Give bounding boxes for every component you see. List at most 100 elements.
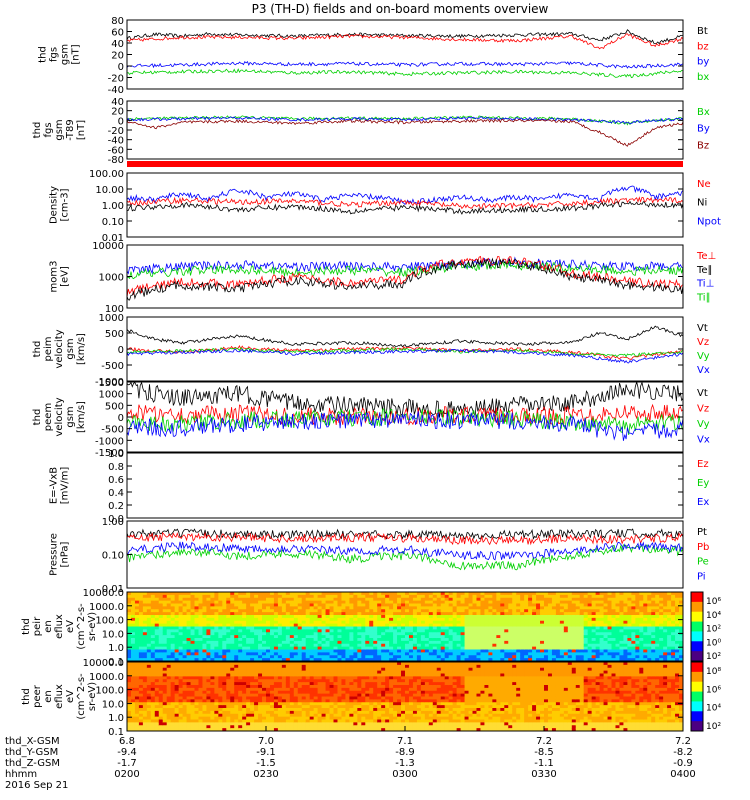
- heatmap-cell: [226, 609, 231, 613]
- heatmap-cell: [210, 728, 215, 732]
- heatmap-cell: [536, 615, 541, 619]
- heatmap-cell: [643, 640, 648, 645]
- heatmap-cell: [365, 649, 370, 653]
- heatmap-cell: [305, 710, 311, 715]
- heatmap-cell: [266, 594, 271, 599]
- heatmap-cell: [595, 658, 601, 662]
- heatmap-cell: [246, 673, 251, 677]
- heatmap-cell: [389, 643, 394, 648]
- heatmap-cell: [127, 664, 132, 669]
- heatmap-cell: [528, 632, 533, 636]
- heatmap-cell: [305, 640, 311, 645]
- heatmap-cell: [424, 606, 430, 610]
- heatmap-cell: [258, 708, 263, 712]
- heatmap-cell: [127, 667, 132, 672]
- colorbar-tick-label: 10²: [706, 652, 721, 662]
- heatmap-cell: [373, 652, 378, 656]
- heatmap-cell: [142, 626, 148, 630]
- heatmap-cell: [301, 673, 307, 677]
- heatmap-cell: [210, 719, 215, 723]
- heatmap-cell: [337, 597, 342, 602]
- heatmap-cell: [297, 594, 303, 599]
- heatmap-cell: [321, 670, 327, 674]
- heatmap-cell: [178, 716, 184, 720]
- heatmap-cell: [170, 699, 176, 703]
- heatmap-cell: [202, 676, 207, 680]
- heatmap-cell: [341, 693, 346, 697]
- heatmap-cell: [591, 594, 597, 599]
- heatmap-cell: [329, 638, 335, 642]
- heatmap-cell: [178, 708, 184, 712]
- heatmap-cell: [246, 682, 251, 686]
- heatmap-cell: [536, 658, 541, 662]
- heatmap-cell: [512, 652, 517, 656]
- heatmap-cell: [182, 603, 188, 607]
- heatmap-cell: [277, 667, 283, 672]
- heatmap-cell: [488, 652, 493, 656]
- heatmap-cell: [432, 609, 438, 613]
- heatmap-cell: [405, 629, 410, 633]
- heatmap-cell: [460, 623, 466, 627]
- heatmap-cell: [607, 652, 613, 656]
- heatmap-cell: [369, 626, 374, 630]
- heatmap-cell: [567, 646, 573, 650]
- heatmap-cell: [321, 664, 327, 669]
- heatmap-cell: [440, 623, 446, 627]
- heatmap-cell: [234, 667, 239, 672]
- heatmap-cell: [544, 612, 549, 616]
- heatmap-cell: [393, 649, 398, 653]
- heatmap-cell: [174, 620, 180, 625]
- heatmap-cell: [488, 635, 493, 639]
- heatmap-cell: [329, 643, 335, 648]
- heatmap-cell: [373, 658, 378, 662]
- heatmap-cell: [381, 646, 386, 650]
- heatmap-cell: [504, 615, 509, 619]
- heatmap-cell: [142, 690, 148, 695]
- heatmap-cell: [226, 652, 231, 656]
- heatmap-cell: [611, 620, 616, 625]
- heatmap-cell: [432, 617, 438, 622]
- heatmap-cell: [631, 646, 636, 650]
- heatmap-cell: [349, 702, 354, 706]
- legend-label: Vy: [697, 351, 710, 362]
- heatmap-cell: [385, 655, 390, 659]
- heatmap-cell: [607, 612, 613, 616]
- heatmap-cell: [277, 664, 283, 669]
- heatmap-cell: [516, 597, 521, 602]
- heatmap-cell: [214, 615, 219, 619]
- heatmap-cell: [250, 662, 255, 666]
- heatmap-cell: [250, 655, 255, 659]
- heatmap-cell: [214, 673, 219, 677]
- heatmap-cell: [385, 646, 390, 650]
- heatmap-cell: [377, 617, 382, 622]
- heatmap-cell: [222, 649, 227, 653]
- heatmap-cell: [222, 696, 227, 700]
- heatmap-cell: [250, 685, 255, 689]
- heatmap-cell: [206, 623, 211, 627]
- heatmap-cell: [127, 673, 132, 677]
- heatmap-cell: [238, 649, 243, 653]
- heatmap-cell: [266, 673, 271, 677]
- heatmap-cell: [373, 620, 378, 625]
- heatmap-cell: [476, 612, 481, 616]
- heatmap-cell: [317, 643, 323, 648]
- heatmap-cell: [130, 592, 136, 596]
- heatmap-cell: [258, 643, 263, 648]
- heatmap-cell: [468, 609, 474, 613]
- heatmap-cell: [369, 632, 374, 636]
- heatmap-cell: [369, 646, 374, 650]
- legend-label: Te⊥: [696, 251, 716, 262]
- heatmap-cell: [567, 594, 573, 599]
- heatmap-cell: [333, 676, 338, 680]
- heatmap-cell: [408, 623, 414, 627]
- heatmap-cell: [345, 685, 350, 689]
- heatmap-cell: [444, 609, 450, 613]
- heatmap-cell: [440, 646, 446, 650]
- heatmap-cell: [504, 600, 509, 604]
- heatmap-cell: [194, 640, 199, 645]
- colorbar-segment: [691, 651, 703, 662]
- heatmap-cell: [675, 612, 680, 616]
- heatmap-cell: [416, 632, 422, 636]
- y-tick-label: 0.10: [102, 217, 124, 228]
